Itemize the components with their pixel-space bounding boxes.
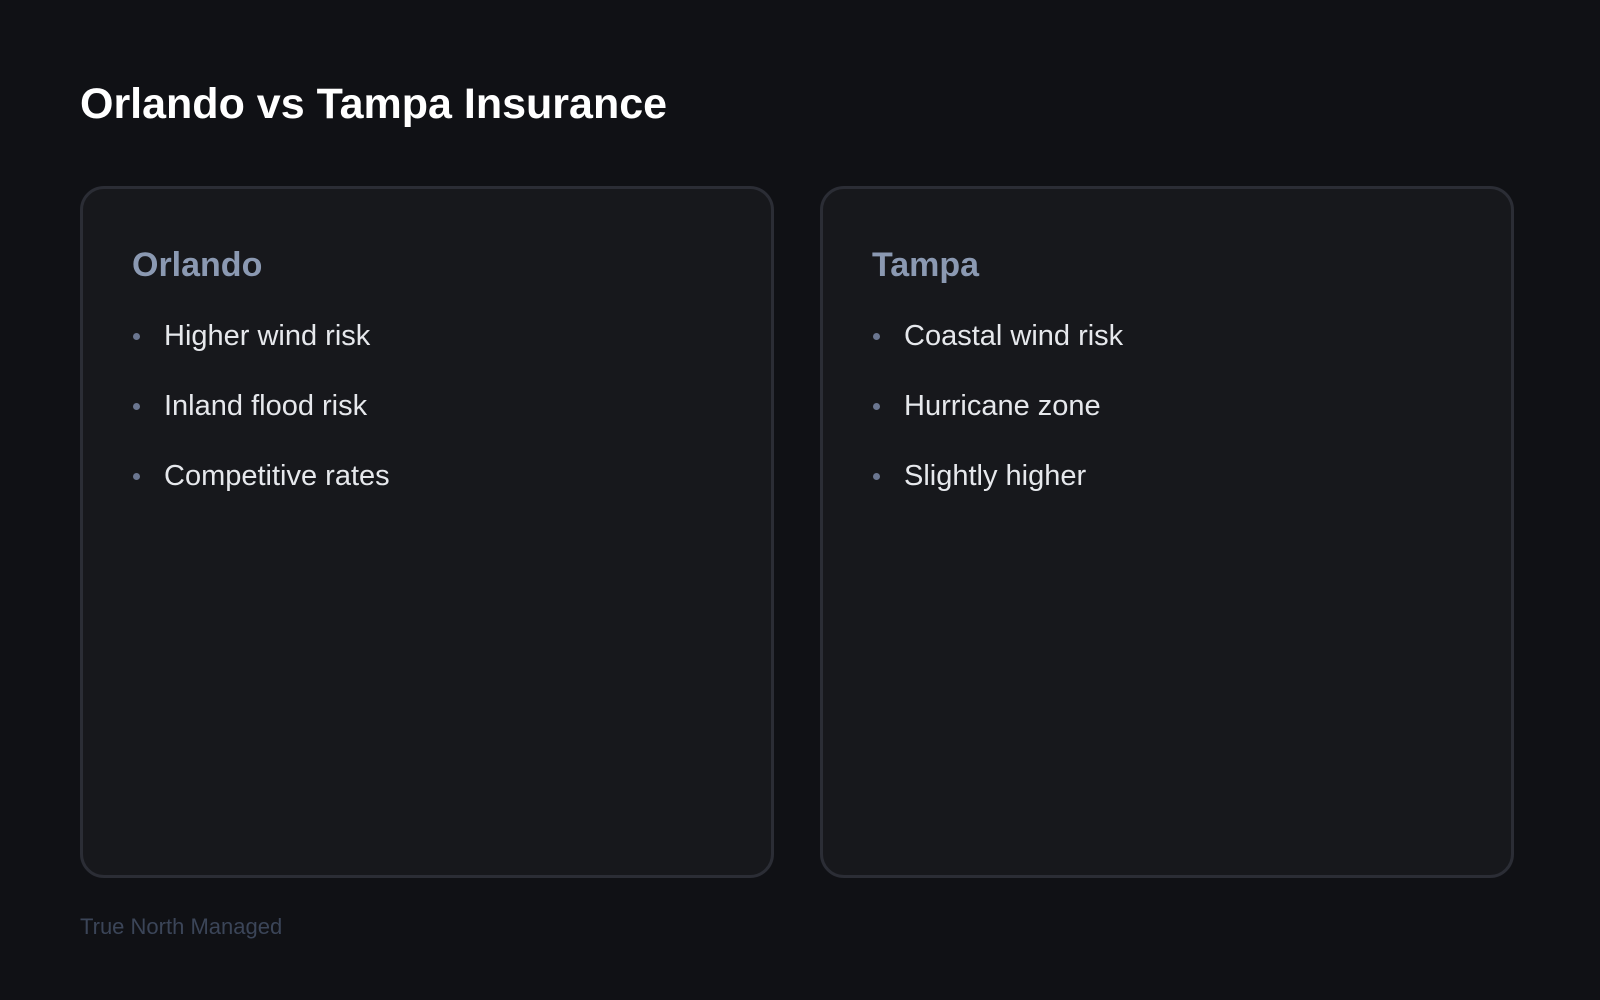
orlando-card: Orlando Higher wind risk Inland flood ri…: [80, 186, 774, 878]
bullet-icon: [133, 333, 140, 340]
tampa-card: Tampa Coastal wind risk Hurricane zone S…: [820, 186, 1514, 878]
footer-brand: True North Managed: [80, 914, 283, 939]
bullet-list: Higher wind risk Inland flood risk Compe…: [132, 319, 390, 529]
bullet-list: Coastal wind risk Hurricane zone Slightl…: [872, 319, 1123, 529]
card-heading: Tampa: [872, 246, 980, 284]
page-title: Orlando vs Tampa Insurance: [80, 80, 668, 128]
bullet-icon: [873, 473, 880, 480]
list-item: Hurricane zone: [872, 389, 1123, 459]
list-item: Competitive rates: [132, 459, 390, 529]
card-heading: Orlando: [132, 246, 263, 284]
bullet-icon: [133, 403, 140, 410]
list-item: Inland flood risk: [132, 389, 390, 459]
bullet-icon: [133, 473, 140, 480]
list-item: Coastal wind risk: [872, 319, 1123, 389]
bullet-icon: [873, 403, 880, 410]
list-item: Higher wind risk: [132, 319, 390, 389]
bullet-icon: [873, 333, 880, 340]
list-item: Slightly higher: [872, 459, 1123, 529]
